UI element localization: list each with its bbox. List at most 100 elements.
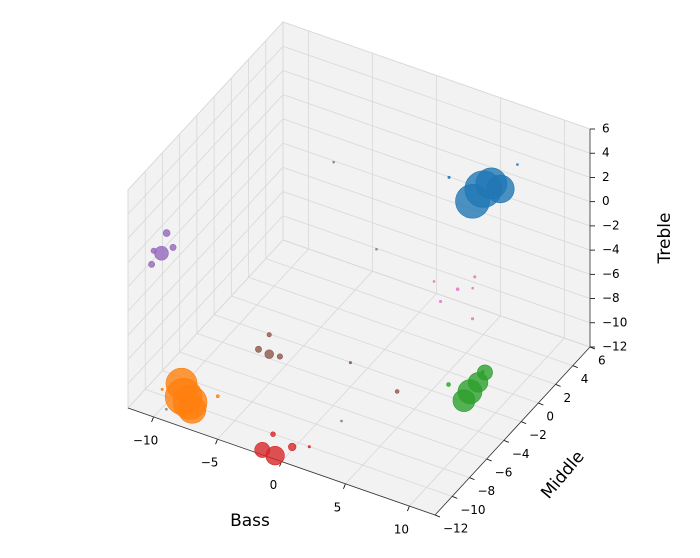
point — [264, 349, 274, 359]
point — [471, 317, 475, 321]
z-tick-label: −6 — [602, 267, 620, 281]
panes — [127, 20, 591, 516]
grid-line — [248, 276, 556, 385]
x-tick-label: −10 — [133, 433, 158, 447]
y-axis-line — [434, 346, 591, 516]
point — [165, 407, 168, 411]
point — [162, 229, 171, 237]
y-tick-label: −4 — [512, 447, 530, 461]
grid-line — [409, 337, 565, 507]
point — [480, 370, 485, 374]
point — [215, 394, 220, 399]
y-tick-label: 4 — [581, 372, 589, 386]
y-tick-label: −6 — [495, 466, 513, 480]
x-axis-label: Bass — [230, 511, 270, 531]
grid-line — [127, 239, 284, 409]
y-tick-label: −8 — [477, 484, 495, 498]
point — [270, 431, 276, 437]
z-tick-label: 6 — [602, 122, 610, 136]
z-tick-label: −8 — [602, 291, 620, 305]
point — [150, 247, 157, 254]
x-tick-label: −5 — [201, 456, 219, 470]
y-axis-label: Middle — [537, 447, 588, 503]
point — [452, 389, 476, 412]
grid-line — [282, 215, 591, 324]
point — [375, 247, 378, 251]
grid-line — [127, 70, 284, 239]
tick-mark — [503, 439, 510, 443]
grid-line — [217, 270, 373, 440]
point — [432, 280, 436, 283]
point — [154, 245, 169, 261]
point — [486, 174, 515, 204]
z-tick-label: 4 — [602, 146, 610, 160]
point — [307, 445, 311, 449]
tick-mark — [215, 439, 218, 445]
tick-mark — [151, 416, 154, 423]
grid-line — [127, 94, 284, 263]
grid-line — [282, 191, 591, 299]
grid-line — [282, 70, 591, 178]
point — [394, 389, 400, 394]
grid-line — [345, 315, 501, 485]
y-tick-label: −10 — [460, 503, 485, 517]
grid-line — [196, 332, 505, 441]
point — [348, 361, 352, 365]
z-tick-label: −12 — [602, 340, 627, 354]
point — [516, 163, 519, 166]
point — [340, 419, 343, 423]
y-tick-label: 2 — [564, 391, 572, 405]
point — [447, 175, 451, 179]
grid-line — [127, 142, 284, 312]
grid-line — [282, 118, 591, 227]
point — [255, 345, 262, 353]
grid-line — [127, 191, 284, 360]
point — [177, 395, 207, 424]
y-tick-label: 6 — [598, 354, 606, 368]
z-tick-label: 2 — [602, 170, 610, 184]
point — [471, 286, 474, 290]
point — [477, 364, 493, 381]
grid-line — [282, 166, 591, 275]
y-tick-label: 0 — [546, 410, 554, 424]
x-tick-label: 10 — [394, 523, 409, 537]
grid-line — [179, 351, 487, 460]
z-tick-label: −10 — [602, 315, 627, 329]
tick-mark — [486, 458, 492, 462]
tick-mark — [538, 402, 544, 406]
x-tick-label: 0 — [270, 478, 278, 492]
grid-line — [281, 293, 437, 462]
y-tick-label: −2 — [529, 428, 547, 442]
grid-line — [127, 215, 284, 385]
point — [439, 300, 443, 304]
z-tick-label: 0 — [602, 194, 610, 208]
z-tick-label: −4 — [602, 243, 620, 257]
tick-mark — [407, 505, 410, 512]
tick-mark — [434, 514, 441, 518]
grid-line — [282, 21, 591, 130]
point — [455, 287, 460, 291]
grid-line — [282, 45, 591, 154]
x-tick-label: 5 — [334, 500, 342, 514]
grid-line — [127, 21, 284, 191]
grid-line — [162, 370, 470, 479]
tick-mark — [469, 477, 475, 481]
point — [169, 244, 177, 251]
grid-line — [282, 94, 591, 203]
point — [254, 442, 271, 458]
point — [446, 382, 451, 387]
point — [165, 367, 198, 400]
grid-line — [127, 167, 284, 336]
z-axis-label: Treble — [655, 213, 675, 265]
point — [266, 332, 272, 338]
tick-mark — [520, 421, 527, 425]
grid-line — [127, 118, 284, 288]
point — [148, 260, 156, 268]
grid-line — [127, 45, 284, 215]
tick-mark — [343, 483, 346, 489]
grid-line — [265, 258, 573, 367]
tick-mark — [452, 495, 458, 499]
point — [473, 275, 477, 279]
